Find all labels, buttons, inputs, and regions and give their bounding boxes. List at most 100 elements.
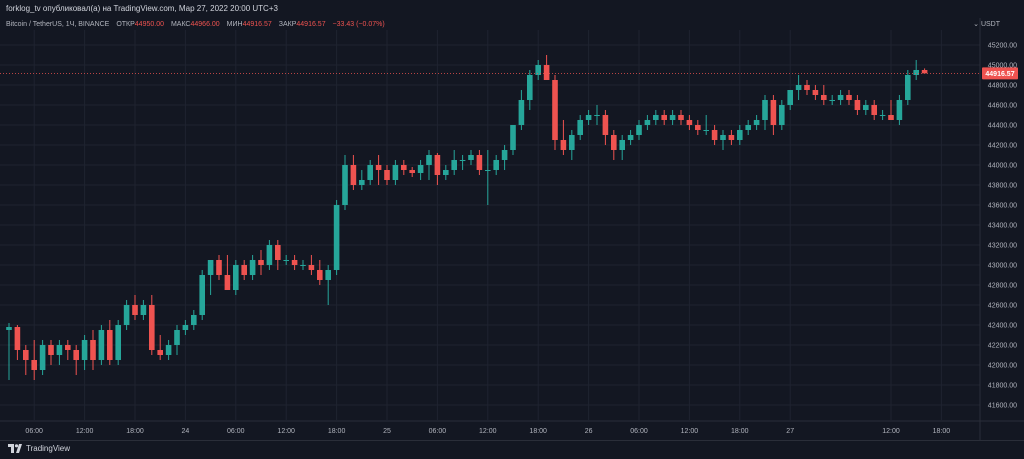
candle-up (443, 170, 449, 175)
candle-up (266, 245, 273, 265)
candle-up (174, 330, 180, 345)
x-tick-label: 26 (585, 428, 593, 435)
x-tick-label: 06:00 (227, 428, 245, 435)
candle-up (879, 115, 886, 116)
candle-up (837, 95, 844, 100)
candle-up (98, 330, 105, 360)
candle-down (149, 305, 155, 350)
x-tick-label: 12:00 (277, 428, 295, 435)
open-value: 44950.00 (134, 21, 164, 28)
candle-down (552, 80, 558, 140)
brand-name: TradingView (26, 444, 71, 453)
candle-down (157, 350, 163, 355)
candle-down (728, 135, 735, 140)
candle-up (283, 260, 289, 261)
chevron-down-icon: ⌄ (973, 21, 979, 28)
candle-up (249, 260, 256, 275)
y-tick-label: 43800.00 (988, 183, 1017, 190)
y-tick-label: 45200.00 (988, 43, 1017, 50)
candle-up (56, 345, 63, 355)
candle-up (753, 120, 760, 125)
candle-up (627, 135, 634, 140)
y-tick-label: 44000.00 (988, 163, 1017, 170)
candle-up (703, 130, 709, 131)
price-axis[interactable]: 41600.00 41800.00 42000.00 42200.00 42400.00… (979, 18, 1017, 440)
y-tick-label: 42600.00 (988, 303, 1017, 310)
y-tick-label: 42000.00 (988, 363, 1017, 370)
candle-up (417, 165, 424, 173)
candle-up (896, 100, 903, 120)
candle-up (6, 327, 12, 330)
candle-down (434, 155, 441, 175)
symbol-title[interactable]: Bitcoin / TetherUS, 1Ч, BINANCE (6, 21, 110, 28)
candle-down (711, 130, 718, 140)
y-tick-label: 44600.00 (988, 103, 1017, 110)
candle-up (644, 120, 651, 125)
x-tick-label: 18:00 (126, 428, 144, 435)
candle-up (795, 85, 802, 90)
candlestick-chart[interactable]: 44916.57 41600.00 41800.00 42000.00 42200.0… (0, 0, 1024, 440)
candle-down (695, 125, 701, 130)
candle-down (804, 85, 810, 90)
ohlc-legend: Bitcoin / TetherUS, 1Ч, BINANCE ОТКР4495… (6, 21, 385, 28)
open-label: ОТКР (116, 21, 135, 28)
candle-up (81, 340, 88, 360)
high-label: МАКС (170, 21, 191, 28)
candle-up (182, 325, 189, 330)
candle-up (863, 105, 869, 110)
candle-up (569, 135, 575, 150)
candle-up (367, 165, 373, 180)
y-tick-label: 42800.00 (988, 283, 1017, 290)
x-tick-label: 12:00 (681, 428, 699, 435)
candle-down (409, 170, 415, 173)
candle-up (300, 265, 306, 266)
last-price-tag (982, 67, 1018, 80)
y-tick-label: 43200.00 (988, 243, 1017, 250)
candle-up (594, 115, 600, 116)
candle-up (39, 345, 46, 370)
candle-down (871, 105, 877, 115)
candle-up (426, 155, 432, 165)
candle-down (48, 345, 54, 355)
candle-down (678, 115, 684, 120)
candle-up (577, 120, 583, 135)
candle-down (350, 165, 357, 185)
y-tick-label: 41800.00 (988, 383, 1017, 390)
x-tick-label: 24 (182, 428, 190, 435)
currency-text: USDT (980, 21, 1000, 28)
candle-up (325, 270, 331, 280)
y-tick-label: 45000.00 (988, 63, 1017, 70)
currency-label[interactable]: ⌄ USDT (973, 20, 1000, 28)
tradingview-logo: TradingView (8, 444, 70, 453)
candle-up (762, 100, 768, 120)
candle-up (191, 315, 197, 325)
candle-down (543, 65, 550, 80)
candle-down (888, 115, 894, 120)
candle-up (233, 265, 239, 290)
time-axis[interactable]: 06:00 12:00 18:00 24 06:00 12:00 18:00 25 06:00 1… (0, 420, 1024, 435)
candle-down (317, 270, 323, 280)
candle-up (636, 125, 642, 135)
last-price-line: 44916.57 (0, 67, 1018, 80)
low-label: МИН (226, 21, 243, 28)
candle-up (518, 100, 525, 125)
candle-up (207, 260, 214, 275)
candle-down (23, 350, 29, 360)
tradingview-logo-icon (8, 444, 22, 453)
publish-credit: forklog_tv опубликовал(а) на TradingView… (6, 4, 278, 13)
candle-up (392, 165, 399, 180)
candle-down (401, 165, 407, 170)
x-tick-label: 12:00 (76, 428, 94, 435)
x-tick-label: 18:00 (529, 428, 547, 435)
candle-up (468, 155, 474, 160)
candle-up (535, 65, 541, 75)
candle-up (787, 90, 793, 105)
candle-up (459, 160, 466, 161)
candle-up (737, 130, 743, 140)
candle-up (485, 170, 491, 171)
candle-down (14, 327, 21, 350)
high-value: 44966.00 (190, 21, 220, 28)
candle-down (224, 275, 231, 290)
candles (6, 55, 928, 380)
candle-down (375, 165, 382, 170)
